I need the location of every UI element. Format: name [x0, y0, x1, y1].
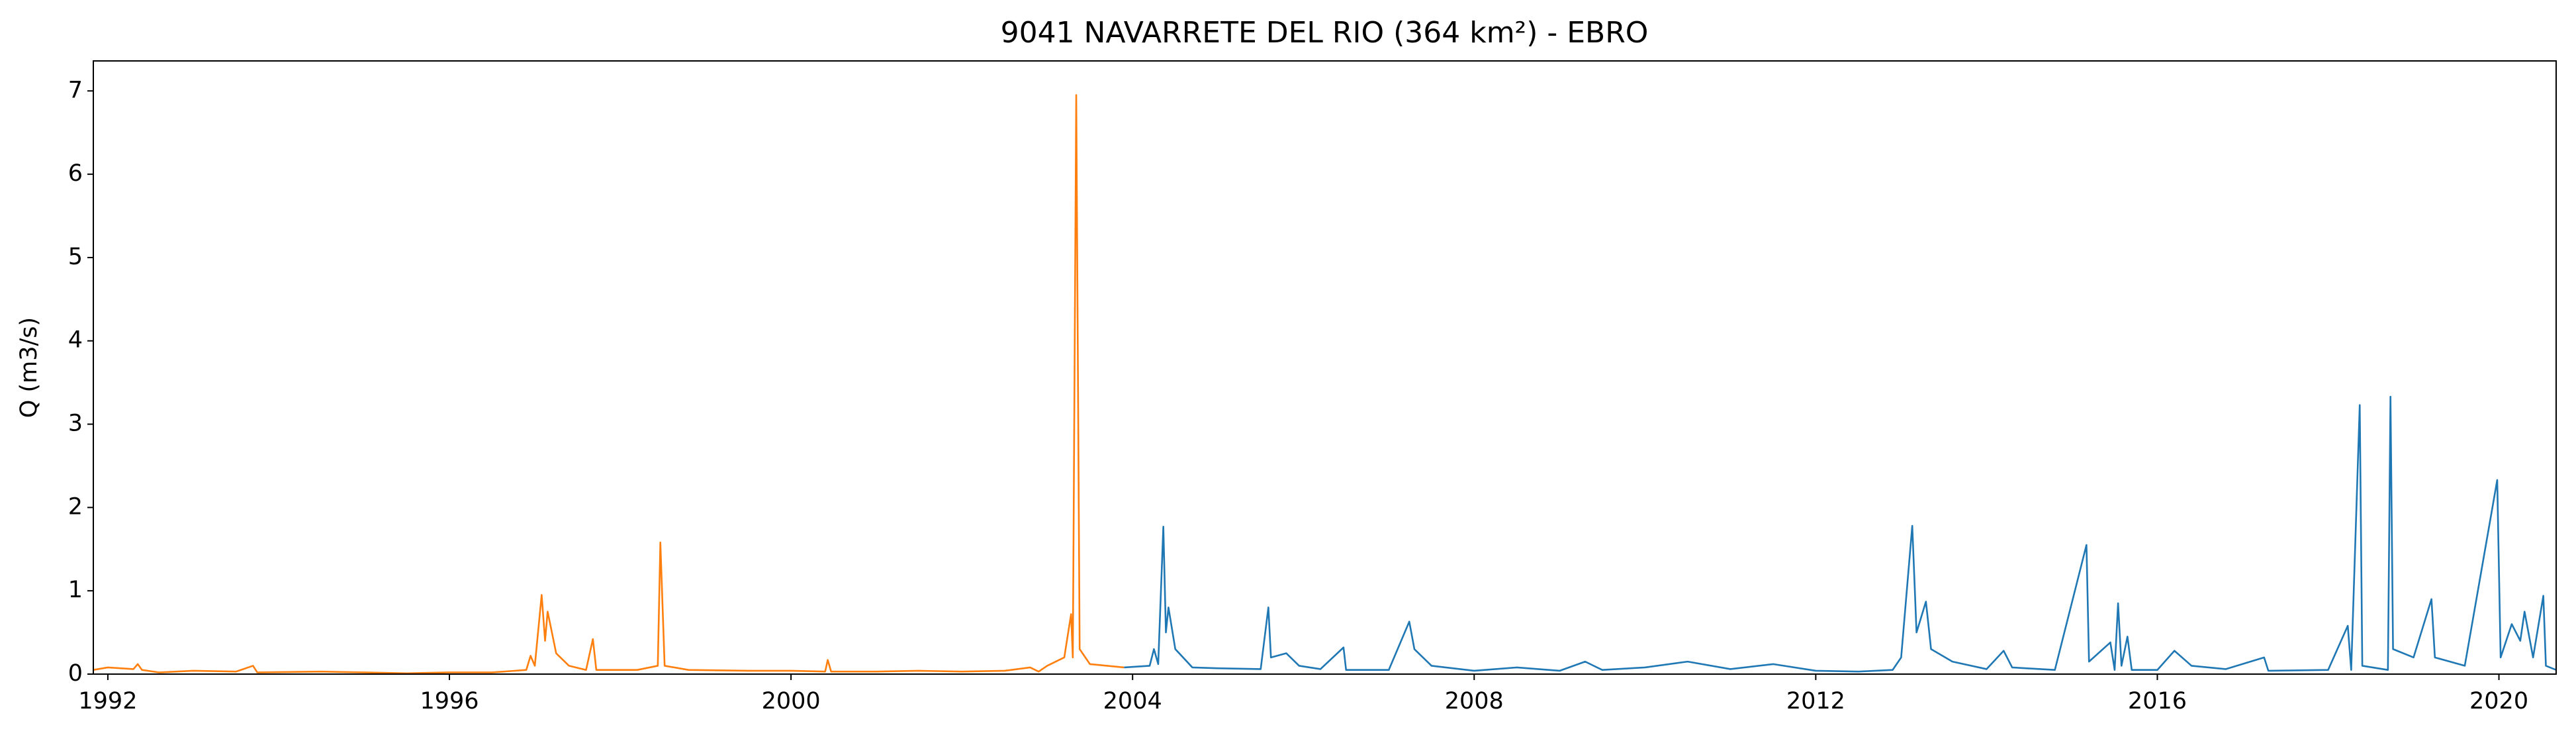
y-tick-label: 5	[68, 244, 83, 270]
y-tick-label: 7	[68, 77, 83, 103]
chart-title: 9041 NAVARRETE DEL RIO (364 km²) - EBRO	[1001, 16, 1649, 50]
x-tick-label: 1992	[78, 688, 137, 714]
y-tick-label: 6	[68, 160, 83, 187]
x-tick-label: 2020	[2469, 688, 2528, 714]
x-tick-label: 2000	[762, 688, 821, 714]
plot-frame	[93, 60, 2557, 675]
x-tick-label: 2008	[1445, 688, 1504, 714]
x-tick-label: 2004	[1103, 688, 1162, 714]
x-tick-label: 2012	[1786, 688, 1845, 714]
y-tick-label: 4	[68, 327, 83, 354]
x-tick-label: 2016	[2128, 688, 2187, 714]
y-axis-label: Q (m3/s)	[16, 317, 42, 418]
line-series	[93, 94, 1125, 675]
y-tick-label: 0	[68, 660, 83, 687]
y-tick-label: 3	[68, 411, 83, 437]
y-tick-label: 1	[68, 577, 83, 603]
x-tick-label: 1996	[420, 688, 479, 714]
y-tick-label: 2	[68, 493, 83, 520]
line-series	[1124, 395, 2557, 673]
